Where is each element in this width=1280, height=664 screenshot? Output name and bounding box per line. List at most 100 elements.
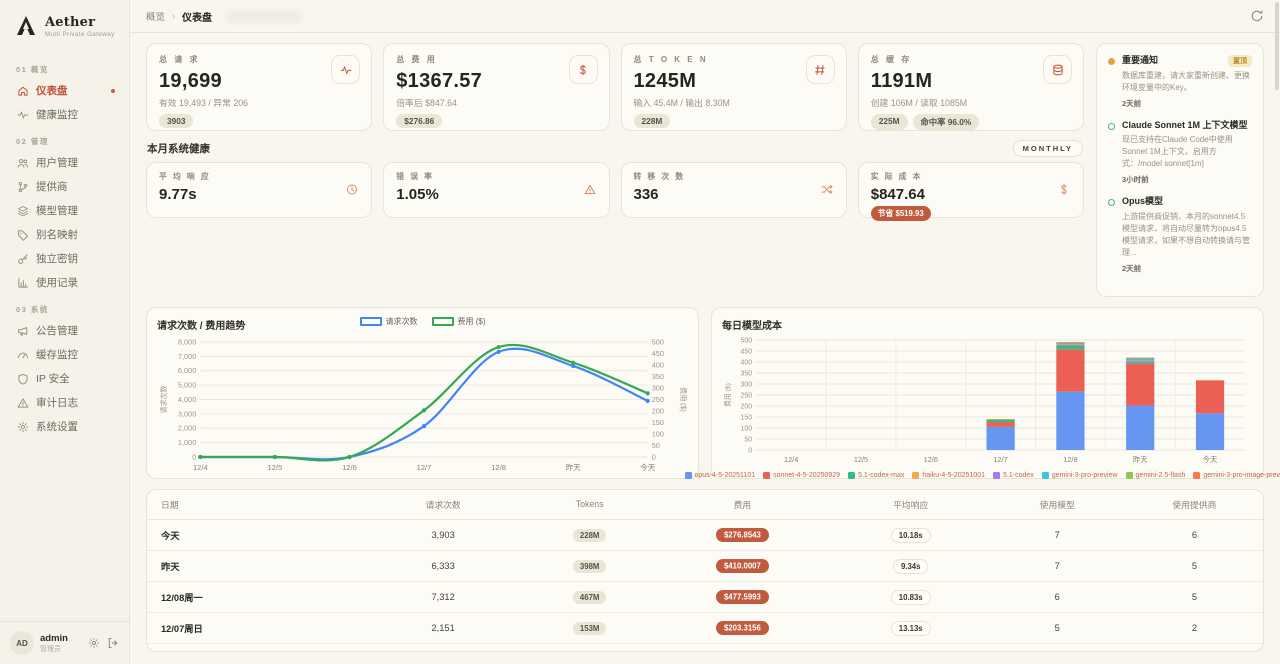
cell-models: 0 [989,646,1126,652]
legend-item[interactable]: 5.1-codex-max [848,471,904,479]
svg-text:12/7: 12/7 [417,463,432,472]
response-badge: 10.83s [890,589,931,605]
sidebar-item-独立密钥[interactable]: 独立密钥 [8,247,121,270]
legend-swatch [431,316,454,326]
gear-icon [16,420,29,433]
legend-swatch [912,471,920,479]
legend-swatch [848,471,856,479]
sidebar-nav: 01 概览 仪表盘 健康监控 02 管理 用户管理 提供商 模型管理 别名映射 … [0,48,129,621]
sidebar-item-IP 安全[interactable]: IP 安全 [8,367,121,390]
svg-text:12/5: 12/5 [854,455,868,464]
notice-dot-icon [1108,199,1115,207]
legend-item[interactable]: gemini-3-pro-image-preview [1193,471,1280,479]
legend-swatch [684,471,692,479]
sidebar-item-使用记录[interactable]: 使用记录 [8,271,121,294]
alert-icon [16,396,29,409]
cell-models: 5 [1054,622,1060,633]
legend-item[interactable]: sonnet-4-5-20250929 [763,471,840,479]
svg-text:150: 150 [740,414,752,421]
sidebar-item-label: 健康监控 [36,109,78,121]
bar-chart-legend: opus-4-5-20251101 sonnet-4-5-20250929 5.… [684,471,1280,479]
legend-label: gemini-3-pro-preview [1051,471,1118,479]
sidebar-item-label: 使用记录 [36,277,78,289]
svg-text:500: 500 [652,337,664,346]
svg-text:300: 300 [652,383,664,392]
sidebar-item-健康监控[interactable]: 健康监控 [8,103,121,126]
legend-label: 费用 ($) [457,316,486,326]
cell-requests: 6,333 [431,560,455,571]
activity-icon [331,55,361,84]
health-label: 实 际 成 本 [870,172,923,181]
sidebar-item-label: 缓存监控 [36,349,78,361]
legend-item[interactable]: 费用 ($) [431,316,486,327]
breadcrumb-root[interactable]: 概览 [146,12,166,23]
logout-icon[interactable] [107,637,119,649]
sidebar-item-用户管理[interactable]: 用户管理 [8,151,121,174]
shuffle-icon [821,184,834,197]
refresh-icon[interactable] [1250,9,1264,23]
stat-badge: 225M [870,114,908,130]
stat-card-dollar-icon: 总 费 用 $1367.57 倍率后 $847.64 $276.86 [383,43,610,131]
sidebar-item-提供商[interactable]: 提供商 [8,175,121,198]
stat-card-hash-icon: 总 T O K E N 1245M 输入 45.4M / 输出 8.30M 22… [620,43,847,131]
legend-item[interactable]: gemini-2.5-flash [1125,471,1185,479]
settings-gear-icon[interactable] [88,637,100,649]
warning-icon [584,184,597,197]
legend-item[interactable]: 5.1-codex [993,471,1034,479]
sidebar-item-label: 系统设置 [36,421,78,433]
dollar-icon [568,55,598,84]
stat-value: 1191M [870,70,933,92]
period-toggle[interactable]: MONTHLY [1012,140,1083,157]
cost-badge: $276.8543 [715,528,769,542]
svg-text:12/8: 12/8 [491,463,506,472]
column-header: 使用提供商 [1172,499,1217,510]
sidebar-item-label: 提供商 [36,181,68,193]
sidebar-item-缓存监控[interactable]: 缓存监控 [8,343,121,366]
notice-text: 上游提供商促销，本月的sonnet4.5模型请求，将自动尽量转为opus4.5模… [1122,211,1250,257]
svg-text:450: 450 [740,348,752,355]
sidebar-item-仪表盘[interactable]: 仪表盘 [8,79,121,102]
health-value: $847.64 [870,186,925,203]
dashboard-content: 总 请 求 19,699 有效 19,493 / 异常 206 3903 总 费… [130,33,1280,664]
cell-models: 7 [1054,529,1060,540]
cell-requests: 7,312 [431,591,455,602]
notice-item[interactable]: 重要通知 置顶 数据库重建，请大家重新创建、更换环境变量中的Key。 2天前 [1108,55,1252,109]
notice-item[interactable]: Opus模型 上游提供商促销，本月的sonnet4.5模型请求，将自动尽量转为o… [1108,196,1252,273]
table-body: 今天 3,903 228M $276.8543 10.18s 7 6 昨天 6,… [147,520,1263,652]
stat-badge: $276.86 [396,114,443,128]
svg-text:250: 250 [740,392,752,399]
cost-badge: $477.5993 [715,590,769,604]
svg-text:12/8: 12/8 [1063,455,1077,464]
branch-icon [16,180,29,193]
nav-section-label: 02 管理 [16,137,49,146]
svg-text:4,000: 4,000 [178,395,196,404]
user-panel: AD admin 管理员 [0,621,129,664]
sidebar-item-系统设置[interactable]: 系统设置 [8,415,121,438]
key-icon [16,252,29,265]
svg-text:12/4: 12/4 [193,463,208,472]
megaphone-icon [16,324,29,337]
sidebar-item-审计日志[interactable]: 审计日志 [8,391,121,414]
stat-subtext: 有效 19,493 / 异常 206 [159,98,248,108]
health-label: 转 移 次 数 [633,172,686,181]
sidebar-item-别名映射[interactable]: 别名映射 [8,223,121,246]
table-row: 今天 3,903 228M $276.8543 10.18s 7 6 [147,520,1263,551]
legend-item[interactable]: 请求次数 [359,316,418,327]
table-row: 12/07周日 2,151 153M $203.3156 13.13s 5 2 [147,613,1263,644]
svg-text:300: 300 [740,381,752,388]
legend-item[interactable]: haiku-4-5-20251001 [912,471,985,479]
notice-dot-icon [1108,58,1115,65]
stat-subtext: 倍率后 $847.64 [396,98,457,108]
sidebar-item-label: 公告管理 [36,325,78,337]
svg-text:请求次数: 请求次数 [159,385,168,413]
sidebar-item-模型管理[interactable]: 模型管理 [8,199,121,222]
health-card: 平 均 响 应 9.77s [146,162,373,218]
notice-item[interactable]: Claude Sonnet 1M 上下文模型 现已支持在Claude Code中… [1108,120,1252,185]
legend-item[interactable]: gemini-3-pro-preview [1041,471,1118,479]
sidebar-item-公告管理[interactable]: 公告管理 [8,319,121,342]
legend-item[interactable]: opus-4-5-20251101 [684,471,755,479]
response-badge: 10.18s [890,527,931,543]
legend-swatch [1193,471,1201,479]
scrollbar-thumb[interactable] [1275,2,1279,90]
